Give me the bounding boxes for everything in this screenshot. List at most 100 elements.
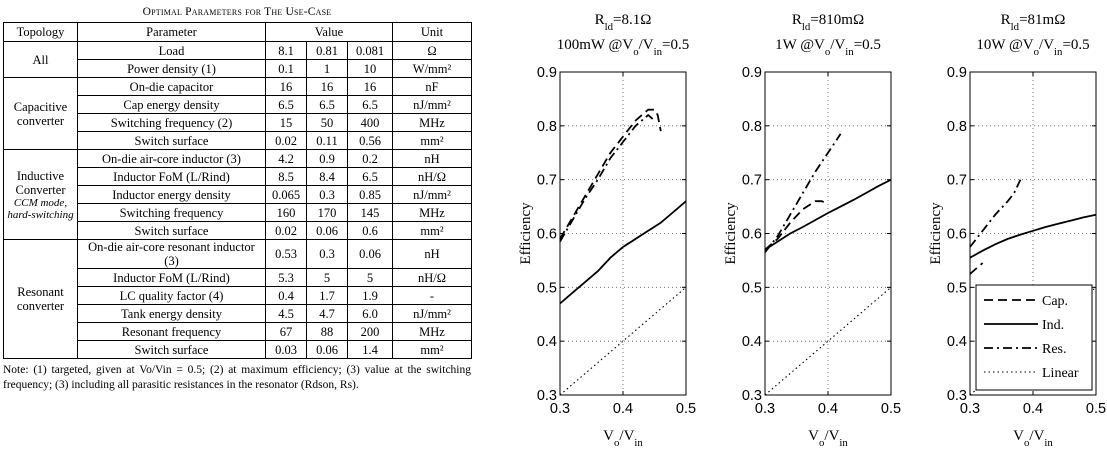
value-cell: 50 — [306, 113, 348, 132]
value-cell: 6.5 — [265, 95, 307, 114]
value-cell: 0.85 — [347, 185, 393, 204]
header-topology: Topology — [3, 22, 78, 42]
y-tick-label: 0.3 — [742, 388, 762, 404]
value-cell: 1.9 — [347, 286, 393, 305]
header-value: Value — [265, 22, 393, 42]
value-cell: 16 — [347, 77, 393, 96]
y-tick-label: 0.5 — [947, 280, 967, 296]
value-cell: 16 — [306, 77, 348, 96]
x-tick-label: 0.4 — [613, 401, 633, 417]
chart-title-line1: Rld=810mΩ — [792, 12, 864, 33]
value-cell: 6.5 — [347, 167, 393, 186]
value-cell: 160 — [265, 203, 307, 222]
table-row: LC quality factor (4) 0.4 1.7 1.9- — [4, 286, 472, 305]
series-line-linear — [764, 286, 892, 396]
value-cell: 4.2 — [265, 149, 307, 168]
y-tick-label: 0.8 — [947, 119, 967, 135]
value-cell: 0.03 — [265, 340, 307, 359]
value-cell: 8.5 — [265, 167, 307, 186]
x-axis-label: Vo/Vin — [1013, 428, 1053, 449]
unit-cell: nH — [392, 239, 472, 269]
value-cell: 0.06 — [347, 239, 393, 269]
series-line-ind — [764, 178, 892, 251]
parameter-cell: Tank energy density — [77, 304, 266, 323]
unit-cell: MHz — [392, 203, 472, 222]
parameter-cell: Switching frequency (2) — [77, 113, 266, 132]
chart-title-line2: 10W @Vo/Vin=0.5 — [976, 37, 1089, 58]
chart-panel-2: Rld=810mΩ 1W @Vo/Vin=0.5 0.3 0.4 0.5 0.6 0.7 0.… — [723, 12, 901, 449]
value-cell: 6.5 — [306, 95, 348, 114]
chart-title-line1: Rld=81mΩ — [1001, 12, 1066, 33]
value-cell: 1.4 — [347, 340, 393, 359]
value-cell: 5 — [347, 268, 393, 287]
unit-cell: nH/Ω — [392, 268, 472, 287]
value-cell: 1 — [306, 59, 348, 78]
value-cell: 5.3 — [265, 268, 307, 287]
value-cell: 0.06 — [306, 340, 348, 359]
value-cell: 8.4 — [306, 167, 348, 186]
parameter-cell: Switch surface — [77, 340, 266, 359]
y-tick-label: 0.3 — [537, 388, 557, 404]
topology-label: Inductive Converter — [15, 168, 66, 197]
unit-cell: mm² — [392, 340, 472, 359]
value-cell: 0.81 — [306, 41, 348, 60]
value-cell: 0.53 — [265, 239, 307, 269]
y-tick-label: 0.8 — [537, 119, 557, 135]
value-cell: 0.9 — [306, 149, 348, 168]
legend-label: Linear — [1042, 366, 1079, 381]
y-tick-label: 0.6 — [537, 227, 557, 243]
value-cell: 4.7 — [306, 304, 348, 323]
value-cell: 0.56 — [347, 131, 393, 150]
value-cell: 0.065 — [265, 185, 307, 204]
parameter-cell: On-die air-core inductor (3) — [77, 149, 266, 168]
value-cell: 0.3 — [306, 185, 348, 204]
parameters-table: Topology Parameter Value Unit All Load 8.1… — [3, 22, 472, 359]
y-tick-label: 0.9 — [742, 65, 762, 81]
y-tick-label: 0.4 — [947, 334, 967, 350]
table-row: Inductive Converter CCM mode, hard-switch… — [3, 149, 472, 240]
parameter-cell: Switching frequency — [77, 203, 266, 222]
value-cell: 0.081 — [347, 41, 393, 60]
chart-title-line2: 1W @Vo/Vin=0.5 — [775, 37, 881, 58]
series-line-linear — [559, 286, 687, 396]
parameter-cell: Inductor energy density — [77, 185, 266, 204]
legend-label: Res. — [1042, 342, 1067, 357]
unit-cell: nF — [392, 77, 472, 96]
table-row: Switch surface 0.03 0.06 1.4 mm² — [4, 340, 472, 359]
y-axis-label: Efficiency — [723, 202, 739, 265]
y-axis-label: Efficiency — [928, 202, 944, 265]
unit-cell: nJ/mm² — [392, 304, 472, 323]
value-cell: 15 — [265, 113, 307, 132]
series-line-ind — [969, 213, 1097, 259]
value-cell: 1.7 — [306, 286, 348, 305]
unit-cell: Ω — [392, 41, 472, 60]
parameter-cell: Cap energy density — [77, 95, 266, 114]
topology-cell: Capacitive converter — [3, 77, 78, 150]
value-cell: 5 — [306, 268, 348, 287]
chart-title-line1: Rld=8.1Ω — [595, 12, 652, 33]
table-row: Switching frequency 160 170 145 MHz — [4, 203, 472, 222]
value-cell: 170 — [306, 203, 348, 222]
value-cell: 0.6 — [347, 221, 393, 240]
chart-panel-1: Rld=8.1Ω 100mW @Vo/Vin=0.5 0.3 0.4 0.5 0.6 0.7… — [518, 12, 696, 449]
table-caption: Optimal Parameters for The Use-Case — [142, 6, 332, 18]
unit-cell: nJ/mm² — [392, 185, 472, 204]
value-cell: 0.4 — [265, 286, 307, 305]
value-cell: 6.0 — [347, 304, 393, 323]
unit-cell: MHz — [392, 322, 472, 341]
x-tick-label: 0.5 — [1086, 401, 1106, 417]
legend-label: Ind. — [1042, 318, 1064, 333]
value-cell: 10 — [347, 59, 393, 78]
value-cell: 400 — [347, 113, 393, 132]
value-cell: 0.02 — [265, 221, 307, 240]
legend-label: Cap. — [1042, 294, 1068, 309]
parameter-cell: Inductor FoM (L/Rind) — [77, 268, 266, 287]
table-header-row: Topology Parameter Value Unit — [3, 22, 472, 42]
table-row: Inductor energy density 0.065 0.3 0.85 nJ/mm… — [4, 185, 472, 204]
parameter-cell: Switch surface — [77, 221, 266, 240]
unit-cell: - — [392, 286, 472, 305]
value-cell: 6.5 — [347, 95, 393, 114]
header-parameter: Parameter — [77, 22, 266, 42]
topology-sublabel: CCM mode, hard-switching — [7, 196, 74, 221]
unit-cell: W/mm² — [392, 59, 472, 78]
